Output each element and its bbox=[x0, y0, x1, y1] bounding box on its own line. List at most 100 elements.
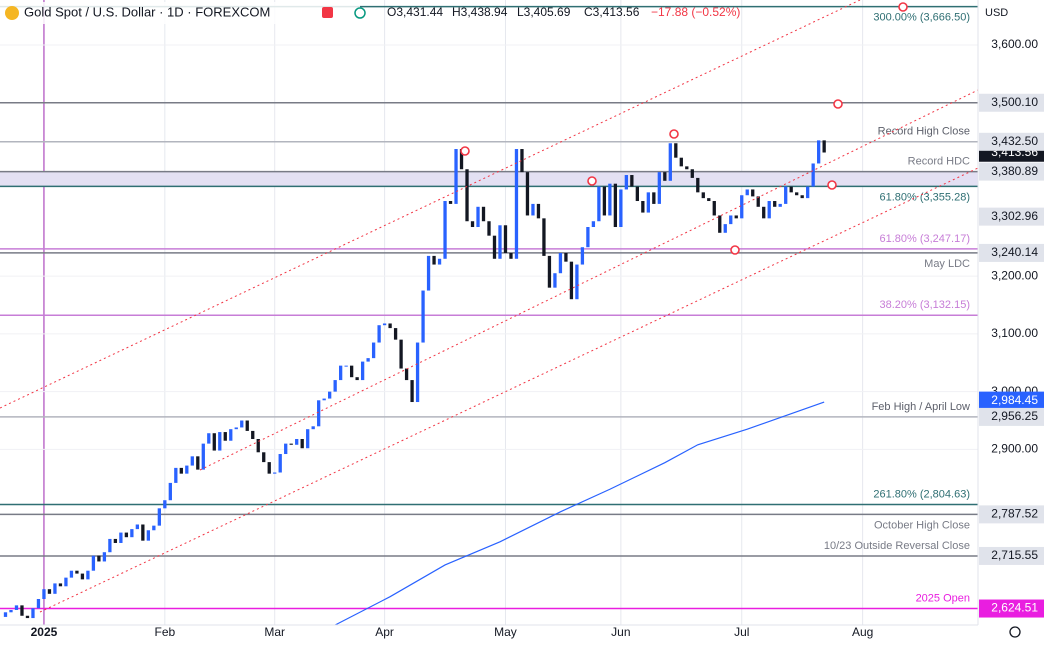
candle-body bbox=[14, 605, 19, 610]
candle-body bbox=[31, 608, 35, 619]
channel-line bbox=[199, 89, 979, 471]
candle-body bbox=[306, 429, 310, 449]
pivot-marker bbox=[898, 2, 908, 12]
candle-body bbox=[333, 380, 337, 392]
candle-body bbox=[745, 189, 749, 196]
candle-body bbox=[723, 224, 727, 233]
candle-body bbox=[377, 325, 381, 343]
candle-body bbox=[729, 215, 733, 225]
candle-body bbox=[602, 186, 607, 216]
candle-body bbox=[613, 183, 618, 228]
candle-body bbox=[778, 203, 782, 207]
candle-body bbox=[481, 206, 486, 222]
time-axis bbox=[0, 625, 978, 641]
candle-body bbox=[580, 247, 585, 265]
symbol-title[interactable]: Gold Spot / U.S. Dollar · 1D · FOREXCOM bbox=[24, 4, 270, 19]
candle-body bbox=[393, 328, 398, 340]
price-label-text: 2,984.45 bbox=[991, 393, 1038, 407]
candle-body bbox=[382, 323, 387, 326]
candle-body bbox=[454, 149, 458, 204]
candle-body bbox=[267, 462, 271, 474]
price-label-text: 2,787.52 bbox=[991, 507, 1038, 521]
candle-body bbox=[64, 577, 68, 587]
price-label bbox=[979, 93, 1044, 112]
candle-body bbox=[789, 186, 793, 193]
price-label bbox=[979, 546, 1044, 565]
candle-body bbox=[311, 426, 315, 430]
flag-icon[interactable] bbox=[322, 7, 333, 18]
candle-body bbox=[773, 201, 777, 207]
price-label bbox=[979, 407, 1044, 426]
candle-body bbox=[734, 215, 738, 219]
candle-body bbox=[564, 253, 568, 262]
pivot-markers bbox=[460, 2, 908, 255]
ohlc-value: L3,405.69 bbox=[517, 5, 571, 19]
x-tick-label: Feb bbox=[154, 625, 175, 639]
candle-body bbox=[218, 432, 222, 451]
candle-body bbox=[113, 538, 118, 543]
candle-body bbox=[119, 532, 123, 543]
moving-average bbox=[334, 401, 825, 626]
candle-body bbox=[701, 192, 705, 199]
price-label-text: 3,380.89 bbox=[991, 164, 1038, 178]
y-tick-label: 3,600.00 bbox=[991, 37, 1038, 51]
candle-body bbox=[284, 443, 288, 455]
candle-body bbox=[135, 524, 140, 530]
candle-body bbox=[536, 203, 541, 219]
candle-body bbox=[344, 365, 348, 367]
candle-body bbox=[696, 177, 700, 193]
price-label-text: 3,500.10 bbox=[991, 95, 1038, 109]
level-note: 61.80% (3,247.17) bbox=[879, 233, 970, 245]
candle-body bbox=[36, 599, 41, 609]
candle-body bbox=[806, 186, 810, 199]
candle-body bbox=[273, 472, 277, 474]
candle-body bbox=[487, 221, 491, 236]
x-tick-label: Jun bbox=[611, 625, 630, 639]
candle-body bbox=[3, 612, 8, 617]
candle-body bbox=[619, 189, 623, 228]
x-tick-label: Mar bbox=[264, 625, 285, 639]
candle-body bbox=[124, 532, 129, 538]
candle-body bbox=[355, 377, 359, 381]
candle-body bbox=[547, 255, 552, 288]
candle-body bbox=[212, 433, 216, 451]
candle-body bbox=[690, 169, 694, 178]
x-tick-label: Jul bbox=[734, 625, 749, 639]
level-note: 2025 Open bbox=[916, 592, 970, 604]
zone bbox=[0, 171, 978, 187]
candle-body bbox=[163, 500, 167, 509]
candle-body bbox=[608, 183, 612, 216]
candle-body bbox=[674, 143, 678, 158]
settings-icon[interactable] bbox=[1009, 626, 1021, 638]
candle-body bbox=[196, 456, 200, 470]
candle-body bbox=[47, 589, 52, 594]
candle-body bbox=[575, 264, 579, 300]
level-note: October High Close bbox=[874, 519, 970, 531]
candle-body bbox=[558, 253, 563, 274]
candle-body bbox=[646, 192, 650, 213]
candle-body bbox=[399, 339, 403, 369]
price-label bbox=[979, 505, 1044, 524]
candle-body bbox=[751, 189, 755, 197]
y-tick-label: 3,100.00 bbox=[991, 326, 1038, 340]
candle-body bbox=[20, 605, 24, 616]
candle-body bbox=[75, 570, 79, 574]
ohlc-value: C3,413.56 bbox=[584, 5, 640, 19]
candle-body bbox=[503, 225, 508, 254]
currency-label[interactable]: USD bbox=[985, 7, 1008, 19]
candle-body bbox=[663, 172, 667, 181]
candle-body bbox=[80, 573, 85, 580]
candle-body bbox=[685, 166, 689, 170]
pivot-marker bbox=[460, 146, 470, 156]
ohlc-value: −17.88 (−0.52%) bbox=[651, 5, 740, 19]
candle-body bbox=[415, 342, 420, 403]
candle-body bbox=[328, 391, 332, 399]
candle-body bbox=[635, 186, 639, 202]
candle-body bbox=[795, 192, 799, 196]
status-icon bbox=[354, 7, 366, 19]
price-label bbox=[979, 162, 1044, 181]
channel-line bbox=[0, 0, 861, 409]
candle-body bbox=[91, 555, 96, 571]
candle-body bbox=[289, 443, 293, 445]
candle-body bbox=[822, 140, 826, 153]
